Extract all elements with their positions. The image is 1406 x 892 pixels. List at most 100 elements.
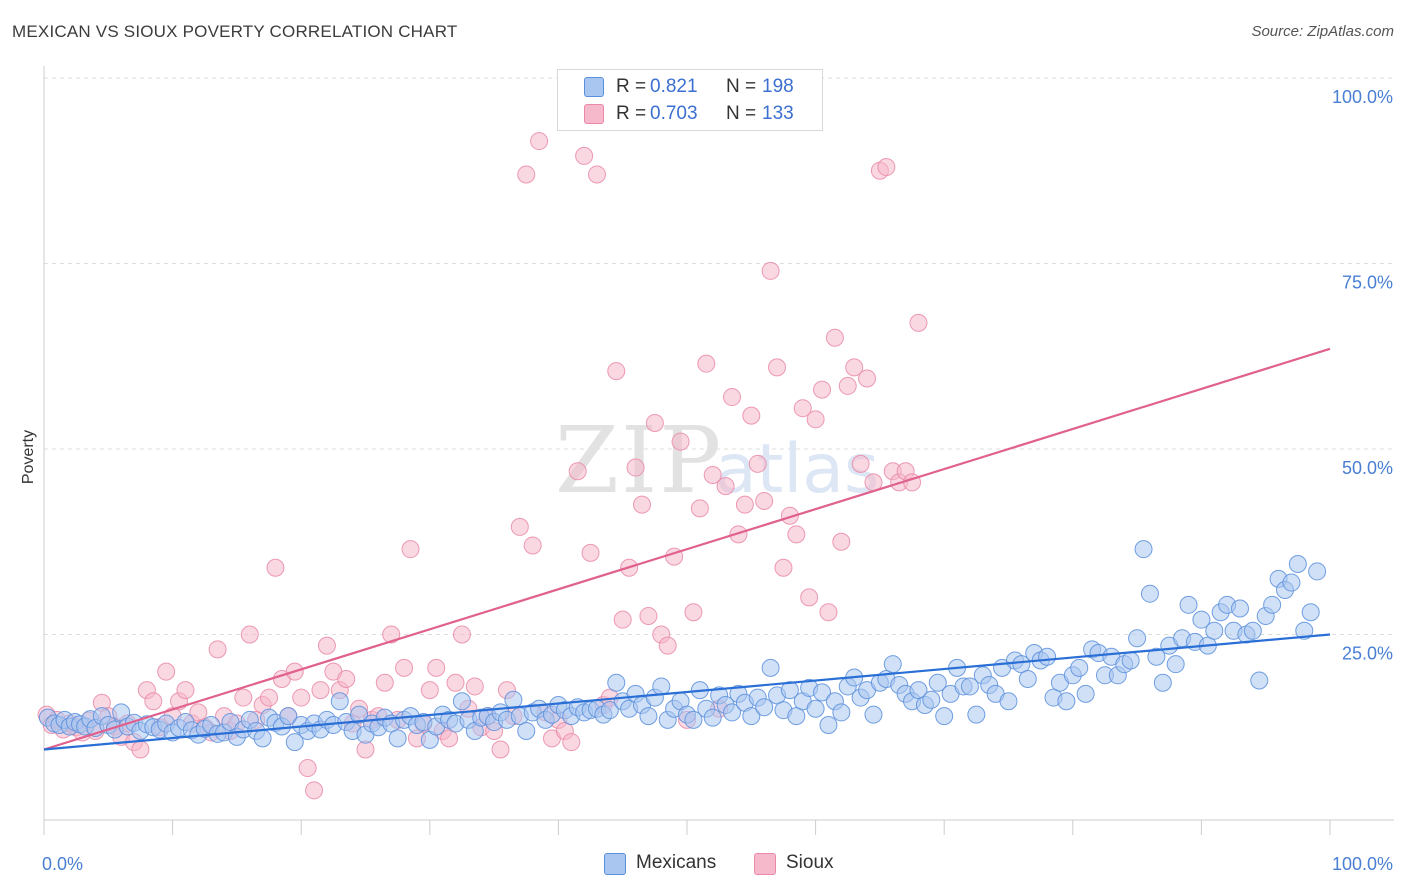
sioux-point <box>575 146 594 165</box>
mexicans-point <box>388 729 407 748</box>
legend-swatch-pink <box>584 104 604 124</box>
mexicans-point <box>1070 658 1089 677</box>
bottom-legend-swatch-blue <box>604 853 626 875</box>
mexicans-point <box>755 698 774 717</box>
sioux-point <box>909 313 928 332</box>
sioux-point <box>260 688 279 707</box>
legend-r-label: R = <box>616 103 647 124</box>
mexicans-point <box>600 701 619 720</box>
sioux-point <box>768 358 787 377</box>
sioux-point <box>838 376 857 395</box>
mexicans-point <box>761 658 780 677</box>
sioux-point <box>845 358 864 377</box>
sioux-point <box>440 729 459 748</box>
watermark-atlas: atlas <box>715 430 879 509</box>
sioux-point <box>684 603 703 622</box>
mexicans-point <box>1121 651 1140 670</box>
mexicans-point <box>832 703 851 722</box>
mexicans-point <box>452 692 471 711</box>
bottom-legend-label: Sioux <box>786 852 834 873</box>
sioux-point <box>298 759 317 778</box>
mexicans-point <box>1140 584 1159 603</box>
sioux-point <box>645 414 664 433</box>
sioux-point <box>832 532 851 551</box>
sioux-point <box>607 362 626 381</box>
watermark: ZIP atlas <box>555 407 879 514</box>
mexicans-point <box>639 707 658 726</box>
sioux-point <box>292 688 311 707</box>
sioux-point <box>723 388 742 407</box>
mexicans-point <box>787 707 806 726</box>
sioux-point <box>690 499 709 518</box>
mexicans-point <box>1147 647 1166 666</box>
sioux-point <box>568 462 587 481</box>
sioux-point <box>877 158 896 177</box>
sioux-point <box>530 132 549 151</box>
mexicans-point <box>1230 599 1249 618</box>
sioux-point <box>382 625 401 644</box>
legend-r-label: R = <box>616 76 647 97</box>
sioux-point <box>587 165 606 184</box>
mexicans-point <box>607 673 626 692</box>
legend-row-sioux: R = 0.703 N = 133 <box>558 101 822 127</box>
mexicans-point <box>652 677 671 696</box>
mexicans-point <box>723 703 742 722</box>
sioux-point <box>157 662 176 681</box>
y-axis-label: Poverty <box>20 430 37 484</box>
sioux-point <box>703 465 722 484</box>
mexicans-point <box>813 683 832 702</box>
sioux-point <box>742 406 761 425</box>
mexicans-point <box>1018 670 1037 689</box>
mexicans-point <box>1192 610 1211 629</box>
sioux-point <box>806 410 825 429</box>
mexicans-point <box>928 673 947 692</box>
legend-n-label: N = <box>726 76 757 97</box>
sioux-point <box>131 740 150 759</box>
sioux-point <box>375 673 394 692</box>
chart-source: Source: ZipAtlas.com <box>1251 23 1394 40</box>
sioux-point <box>671 432 690 451</box>
mexicans-point <box>1263 595 1282 614</box>
x-tick-label: 0.0% <box>42 854 83 874</box>
sioux-point <box>427 658 446 677</box>
sioux-point <box>317 636 336 655</box>
sioux-point <box>523 536 542 555</box>
sioux-point <box>735 495 754 514</box>
legend: R = 0.821 N = 198 R = 0.703 N = 133 <box>557 69 823 131</box>
sioux-point <box>761 261 780 280</box>
sioux-point <box>311 681 330 700</box>
sioux-point <box>240 625 259 644</box>
grid-lines <box>44 77 1394 635</box>
sioux-point <box>748 454 767 473</box>
mexicans-point <box>780 681 799 700</box>
mexicans-point <box>1288 555 1307 574</box>
mexicans-point <box>253 729 272 748</box>
sioux-point <box>626 458 645 477</box>
sioux-point <box>491 740 510 759</box>
mexicans-point <box>1308 562 1327 581</box>
sioux-point <box>337 670 356 689</box>
sioux-point <box>517 165 536 184</box>
mexicans-point <box>517 721 536 740</box>
sioux-point <box>395 658 414 677</box>
legend-r-value: 0.821 <box>650 76 698 97</box>
mexicans-point <box>1205 621 1224 640</box>
legend-swatch-blue <box>584 77 604 97</box>
bottom-legend-swatch-pink <box>754 853 776 875</box>
sioux-point <box>697 354 716 373</box>
mexicans-point <box>1179 595 1198 614</box>
mexicans-point <box>742 707 761 726</box>
y-tick-label: 75.0% <box>1342 273 1393 293</box>
mexicans-point <box>1134 540 1153 559</box>
sioux-point <box>144 692 163 711</box>
mexicans-point <box>279 707 298 726</box>
mexicans-point <box>1243 621 1262 640</box>
sioux-point <box>420 681 439 700</box>
sioux-point <box>208 640 227 659</box>
mexicans-point <box>1282 573 1301 592</box>
sioux-point <box>613 610 632 629</box>
sioux-point <box>305 781 324 800</box>
sioux-point <box>774 558 793 577</box>
sioux-point <box>189 703 208 722</box>
